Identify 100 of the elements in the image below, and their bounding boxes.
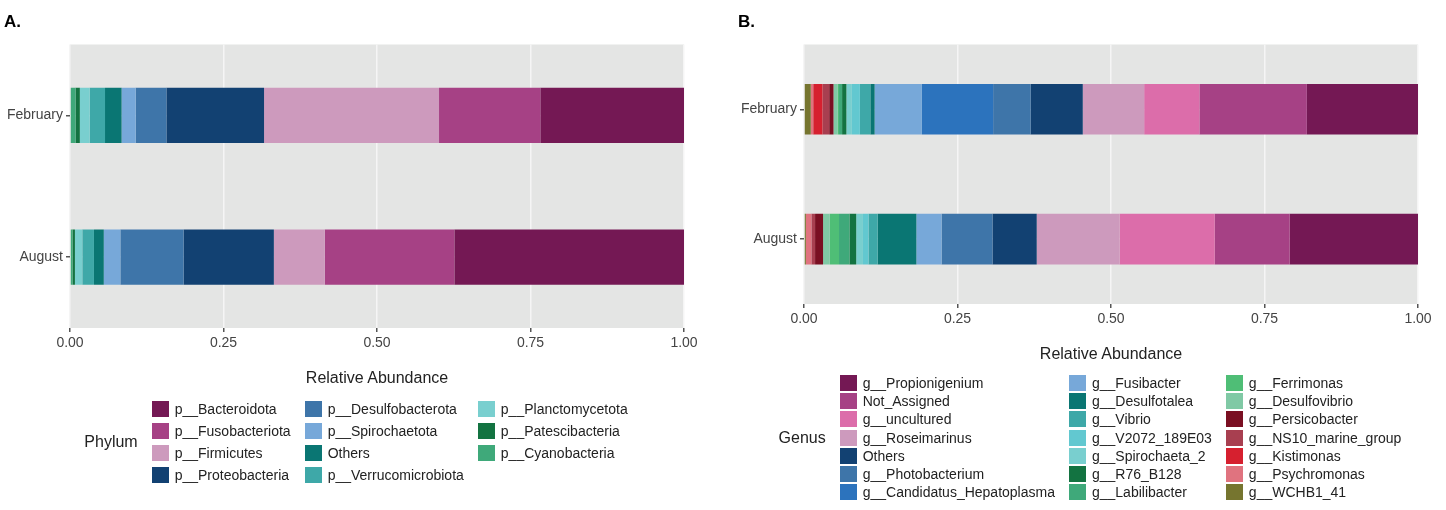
bar xyxy=(70,87,76,143)
legend-title: Genus xyxy=(778,428,826,447)
bar xyxy=(1289,213,1418,265)
x-tick-label: 0.00 xyxy=(56,334,84,351)
bar xyxy=(264,87,440,143)
bar xyxy=(166,87,265,143)
legend-label: g__Vibrio xyxy=(1091,411,1151,428)
bar xyxy=(439,87,541,143)
bar xyxy=(851,83,860,135)
bar xyxy=(1214,213,1290,265)
legend-title: Phylum xyxy=(84,433,138,451)
bar xyxy=(1036,213,1120,265)
legend-label: p__Planctomycetota xyxy=(500,401,628,417)
bar xyxy=(856,213,863,265)
bar xyxy=(916,213,942,265)
bar xyxy=(870,83,875,135)
legend-label: g__Spirochaeta_2 xyxy=(1091,447,1206,464)
x-tick-label: 0.25 xyxy=(943,310,972,327)
bar xyxy=(74,229,83,285)
legend-label: g__NS10_marine_group xyxy=(1248,429,1402,446)
legend-label: g__Photobacterium xyxy=(862,466,985,483)
legend-label: g__Persicobacter xyxy=(1248,411,1358,428)
legend-label: g__Candidatus_Hepatoplasma xyxy=(862,484,1055,501)
x-tick-label: 0.25 xyxy=(209,334,238,351)
bar xyxy=(120,229,184,285)
bar xyxy=(93,229,104,285)
bar xyxy=(135,87,167,143)
bar xyxy=(846,83,852,135)
legend-label: g__Fusibacter xyxy=(1091,375,1181,392)
x-tick-label: 1.00 xyxy=(670,334,698,351)
bar xyxy=(183,229,274,285)
bar xyxy=(89,87,106,143)
x-tick-label: 0.75 xyxy=(516,334,545,351)
bar xyxy=(1144,83,1200,135)
legend-label: g__Kistimonas xyxy=(1248,447,1341,464)
legend-label: Others xyxy=(862,447,905,464)
bar xyxy=(829,213,840,265)
legend-label: g__Roseimarinus xyxy=(862,429,972,446)
bar xyxy=(103,229,121,285)
y-tick-label: February xyxy=(740,100,798,117)
legend-label: p__Firmicutes xyxy=(174,445,263,461)
bar xyxy=(82,229,94,285)
bar xyxy=(324,229,455,285)
bar xyxy=(815,213,824,265)
legend-label: p__Spirochaetota xyxy=(327,423,438,439)
bar xyxy=(273,229,325,285)
bar xyxy=(1199,83,1307,135)
bar xyxy=(868,213,878,265)
legend-label: g__Propionigenium xyxy=(862,375,984,392)
bar xyxy=(839,83,843,135)
bar xyxy=(79,87,90,143)
legend-label: g__Psychromonas xyxy=(1248,466,1365,483)
bar xyxy=(877,213,917,265)
bar xyxy=(454,229,684,285)
x-tick-label: 0.50 xyxy=(1097,310,1125,327)
bar xyxy=(121,87,136,143)
bar xyxy=(993,83,1031,135)
legend-label: g__R76_B128 xyxy=(1091,466,1182,483)
y-tick-label: February xyxy=(6,106,64,123)
legend-label: Not_Assigned xyxy=(862,393,950,410)
x-tick-label: 0.75 xyxy=(1250,310,1279,327)
legend-label: Others xyxy=(327,445,370,461)
bar xyxy=(1030,83,1083,135)
bar xyxy=(829,83,834,135)
bar xyxy=(804,83,811,135)
legend-label: p__Proteobacteria xyxy=(174,467,290,483)
bar xyxy=(849,213,857,265)
bar xyxy=(1082,83,1145,135)
bar xyxy=(842,83,847,135)
legend-label: g__Labilibacter xyxy=(1091,484,1187,501)
chart-title: A. xyxy=(4,11,21,31)
x-axis-title: Relative Abundance xyxy=(1039,344,1183,362)
bar xyxy=(1119,213,1215,265)
bar xyxy=(941,213,993,265)
bar xyxy=(1306,83,1418,135)
bar xyxy=(839,213,850,265)
legend-label: p__Desulfobacterota xyxy=(327,401,457,417)
y-tick-label: August xyxy=(753,229,798,246)
x-tick-label: 0.50 xyxy=(363,334,391,351)
legend-label: p__Verrucomicrobiota xyxy=(327,467,464,483)
bar xyxy=(874,83,922,135)
x-axis-title: Relative Abundance xyxy=(305,368,449,386)
legend-label: g__V2072_189E03 xyxy=(1091,429,1212,446)
bar xyxy=(540,87,684,143)
legend-label: p__Bacteroidota xyxy=(174,401,277,417)
legend-label: p__Patescibacteria xyxy=(500,423,620,439)
bar xyxy=(813,83,823,135)
bar xyxy=(75,87,80,143)
legend-label: g__Desulfovibrio xyxy=(1248,393,1354,410)
bar xyxy=(921,83,994,135)
bar xyxy=(811,213,816,265)
bar xyxy=(859,83,871,135)
bar xyxy=(105,87,122,143)
chart-title: B. xyxy=(738,11,755,31)
legend-label: p__Fusobacteriota xyxy=(174,423,291,439)
legend-label: g__WCHB1_41 xyxy=(1248,484,1347,501)
x-tick-label: 1.00 xyxy=(1404,310,1432,327)
bar xyxy=(833,83,838,135)
legend-label: g__Ferrimonas xyxy=(1248,375,1344,392)
legend-label: g__uncultured xyxy=(862,411,952,428)
